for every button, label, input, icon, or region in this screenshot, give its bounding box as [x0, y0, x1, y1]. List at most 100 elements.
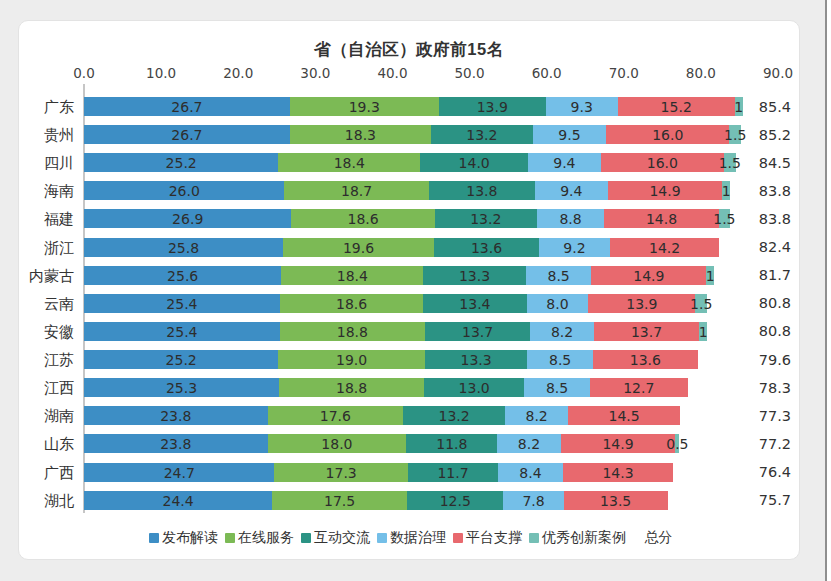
segment-value: 16.0 — [652, 127, 683, 143]
segment-value: 17.5 — [324, 493, 355, 509]
segment-value: 25.6 — [167, 268, 198, 284]
x-axis-tick: 80.0 — [676, 65, 726, 81]
legend-item: 互动交流 — [301, 529, 370, 547]
x-axis-tick: 30.0 — [290, 65, 340, 81]
segment-value: 13.2 — [470, 211, 501, 227]
total-value: 81.7 — [757, 267, 791, 283]
legend-swatch — [529, 533, 539, 543]
chart-panel: 省（自治区）政府前15名 0.010.020.030.040.050.060.0… — [18, 20, 800, 560]
segment-value: 8.2 — [525, 408, 547, 424]
segment-value: 8.8 — [559, 211, 581, 227]
segment-value: 25.8 — [168, 240, 199, 256]
legend-swatch — [225, 533, 235, 543]
segment-value: 1.5 — [690, 296, 712, 312]
segment-value: 13.2 — [466, 127, 497, 143]
segment-value: 12.7 — [623, 380, 654, 396]
chart-title: 省（自治区）政府前15名 — [19, 39, 799, 61]
total-value: 82.4 — [757, 239, 791, 255]
row-label: 贵州 — [19, 126, 74, 145]
segment-value: 13.7 — [631, 324, 662, 340]
x-axis-tick: 90.0 — [753, 65, 803, 81]
segment-value: 23.8 — [160, 436, 191, 452]
segment-value: 18.6 — [336, 296, 367, 312]
row-label: 湖北 — [19, 492, 74, 511]
legend-swatch — [453, 533, 463, 543]
row-label: 海南 — [19, 182, 74, 201]
legend-total-label: 总分 — [645, 529, 673, 547]
segment-value: 25.2 — [166, 352, 197, 368]
row-label: 广东 — [19, 98, 74, 117]
segment-value: 18.4 — [334, 155, 365, 171]
legend-swatch — [301, 533, 311, 543]
segment-value: 14.5 — [609, 408, 640, 424]
row-label: 云南 — [19, 295, 74, 314]
segment-value: 8.0 — [546, 296, 568, 312]
segment-value: 13.3 — [461, 352, 492, 368]
segment-value: 26.0 — [169, 183, 200, 199]
segment-value: 26.9 — [172, 211, 203, 227]
legend-swatch — [377, 533, 387, 543]
total-value: 80.8 — [757, 323, 791, 339]
segment-value: 24.7 — [164, 465, 195, 481]
row-label: 广西 — [19, 464, 74, 483]
legend: 发布解读 在线服务互动交流 数据治理平台支撑优秀创新案例 总分 — [19, 529, 799, 547]
x-axis-tick: 0.0 — [59, 65, 109, 81]
total-value: 84.5 — [757, 155, 791, 171]
total-value: 83.8 — [757, 183, 791, 199]
legend-item: 发布解读 — [149, 529, 218, 547]
segment-value: 18.7 — [341, 183, 372, 199]
segment-value: 13.6 — [630, 352, 661, 368]
total-value: 78.3 — [757, 380, 791, 396]
segment-value: 8.5 — [546, 380, 568, 396]
segment-value: 13.8 — [466, 183, 497, 199]
document-edge-line — [825, 0, 827, 581]
segment-value: 1 — [734, 99, 743, 115]
segment-value: 1.5 — [713, 211, 735, 227]
row-label: 山东 — [19, 435, 74, 454]
legend-label: 在线服务 — [238, 529, 294, 547]
segment-value: 13.0 — [459, 380, 490, 396]
segment-value: 13.7 — [462, 324, 493, 340]
total-value: 77.2 — [757, 436, 791, 452]
row-label: 福建 — [19, 210, 74, 229]
segment-value: 13.4 — [459, 296, 490, 312]
segment-value: 18.4 — [337, 268, 368, 284]
total-value: 79.6 — [757, 352, 791, 368]
segment-value: 1 — [706, 268, 715, 284]
total-value: 85.2 — [757, 127, 791, 143]
segment-value: 8.4 — [519, 465, 541, 481]
segment-value: 9.3 — [571, 99, 593, 115]
x-axis-tick: 40.0 — [367, 65, 417, 81]
legend-item: 优秀创新案例 — [529, 529, 626, 547]
segment-value: 18.8 — [336, 380, 367, 396]
segment-value: 11.7 — [437, 465, 468, 481]
segment-value: 1.5 — [724, 127, 746, 143]
legend-item: 在线服务 — [225, 529, 294, 547]
segment-value: 13.9 — [626, 296, 657, 312]
legend-item: 数据治理 — [377, 529, 446, 547]
page: 省（自治区）政府前15名 0.010.020.030.040.050.060.0… — [0, 0, 831, 581]
total-value: 85.4 — [757, 99, 791, 115]
segment-value: 26.7 — [171, 99, 202, 115]
segment-value: 8.5 — [547, 268, 569, 284]
segment-value: 24.4 — [162, 493, 193, 509]
legend-item: 平台支撑 — [453, 529, 522, 547]
segment-value: 9.4 — [560, 183, 582, 199]
segment-value: 14.9 — [602, 436, 633, 452]
segment-value: 13.5 — [600, 493, 631, 509]
segment-value: 1.5 — [719, 155, 741, 171]
segment-value: 14.2 — [649, 240, 680, 256]
segment-value: 8.2 — [551, 324, 573, 340]
segment-value: 19.3 — [349, 99, 380, 115]
total-value: 77.3 — [757, 408, 791, 424]
segment-value: 19.0 — [336, 352, 367, 368]
segment-value: 25.2 — [166, 155, 197, 171]
segment-value: 12.5 — [440, 493, 471, 509]
segment-value: 13.2 — [439, 408, 470, 424]
segment-value: 17.6 — [320, 408, 351, 424]
legend-label: 数据治理 — [390, 529, 446, 547]
segment-value: 8.2 — [518, 436, 540, 452]
segment-value: 26.7 — [171, 127, 202, 143]
segment-value: 14.9 — [633, 268, 664, 284]
segment-value: 1 — [722, 183, 731, 199]
